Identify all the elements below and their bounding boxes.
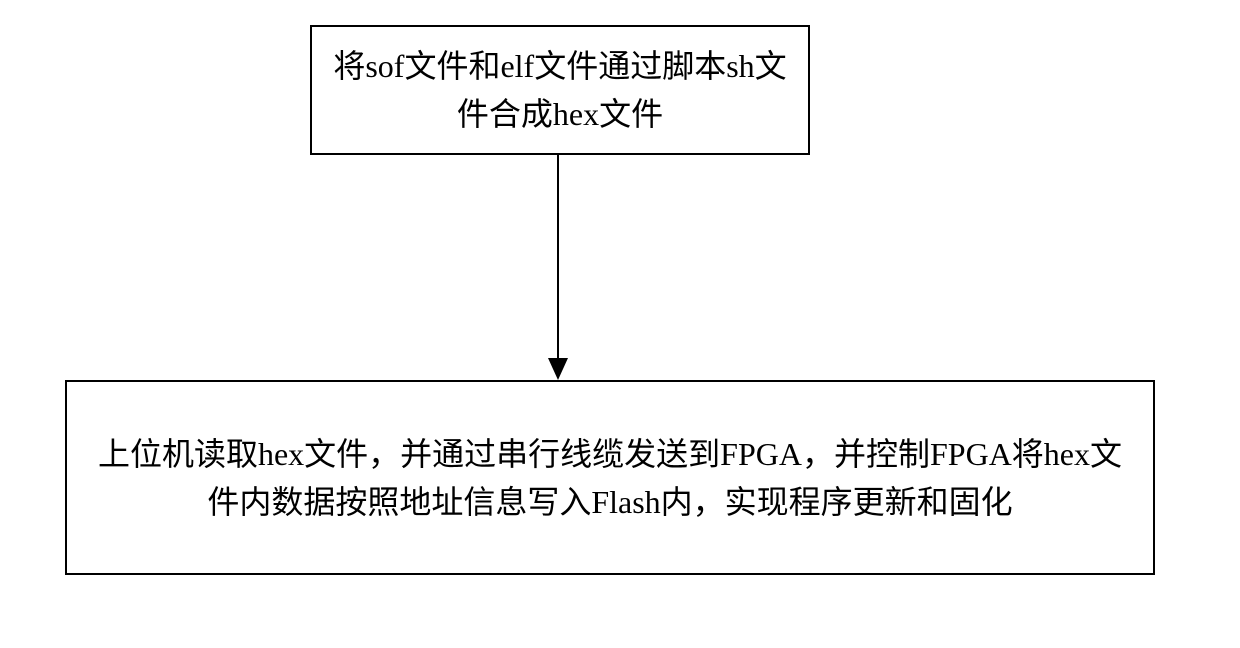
flowchart-node-step2: 上位机读取hex文件，并通过串行线缆发送到FPGA，并控制FPGA将hex文件内… <box>65 380 1155 575</box>
flowchart-container: 将sof文件和elf文件通过脚本sh文件合成hex文件 上位机读取hex文件，并… <box>0 0 1240 648</box>
flowchart-node-step1: 将sof文件和elf文件通过脚本sh文件合成hex文件 <box>310 25 810 155</box>
arrow-head-icon <box>548 358 568 380</box>
step1-text: 将sof文件和elf文件通过脚本sh文件合成hex文件 <box>330 42 790 138</box>
step2-text: 上位机读取hex文件，并通过串行线缆发送到FPGA，并控制FPGA将hex文件内… <box>85 430 1135 526</box>
arrow-line <box>557 155 559 360</box>
